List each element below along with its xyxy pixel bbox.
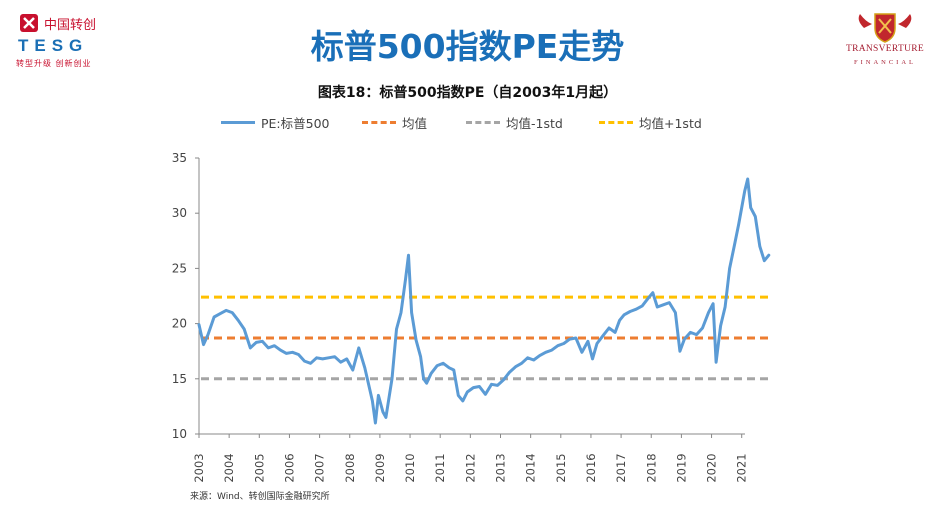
legend-swatch-minus: [466, 120, 500, 124]
logo-transverture: TRANSVERTURE FINANCIAL: [842, 10, 928, 72]
x-tick-label: 2008: [343, 453, 357, 482]
legend-swatch-plus: [599, 120, 633, 124]
x-tick-label: 2011: [433, 453, 447, 482]
tesg-emblem-icon: [20, 14, 38, 32]
legend-item-plus: 均值+1std: [599, 111, 702, 133]
logo-right-sub: FINANCIAL: [853, 59, 917, 66]
logo-left-en: TESG: [18, 36, 89, 55]
pe-series-line: [197, 177, 771, 425]
y-tick-label: 10: [172, 427, 187, 441]
legend-label-minus: 均值-1std: [506, 115, 563, 131]
x-tick-label: 2004: [222, 453, 236, 482]
x-tick-label: 2020: [705, 453, 719, 482]
x-tick-label: 2018: [644, 453, 658, 482]
legend-label-plus: 均值+1std: [639, 115, 702, 131]
legend-label-mean: 均值: [402, 115, 428, 131]
chart-legend: PE:标普500 均值 均值-1std 均值+1std: [0, 111, 935, 133]
y-tick-label: 15: [172, 372, 187, 386]
y-tick-label: 30: [172, 206, 187, 220]
legend-swatch-mean: [362, 120, 396, 124]
x-tick-label: 2013: [494, 453, 508, 482]
legend-swatch-pe: [221, 120, 255, 124]
x-tick-label: 2016: [584, 453, 598, 482]
page-title: 标普500指数PE走势: [310, 27, 625, 66]
source-note: 来源：Wind、转创国际金融研究所: [190, 492, 330, 502]
y-tick-label: 35: [172, 151, 187, 165]
y-tick-label: 20: [172, 317, 187, 331]
x-tick-label: 2005: [252, 453, 266, 482]
logo-right-name: TRANSVERTURE: [846, 44, 924, 54]
x-tick-label: 2017: [614, 453, 628, 482]
x-tick-label: 2009: [373, 453, 387, 482]
chart-title: 图表18：标普500指数PE（自2003年1月起）: [317, 85, 618, 101]
x-tick-label: 2003: [192, 453, 206, 482]
x-tick-label: 2012: [463, 453, 477, 482]
legend-label-pe: PE:标普500: [261, 115, 330, 131]
transverture-crest-icon: [858, 13, 912, 43]
x-tick-label: 2010: [403, 453, 417, 482]
x-tick-label: 2014: [524, 453, 538, 482]
logo-left-tagline: 转型升级 创新创业: [16, 59, 92, 68]
logo-tesg: 中国转创 TESG 转型升级 创新创业: [10, 10, 120, 70]
x-tick-label: 2015: [554, 453, 568, 482]
x-tick-label: 2006: [282, 453, 296, 482]
legend-item-minus: 均值-1std: [466, 111, 563, 133]
x-tick-label: 2007: [313, 453, 327, 482]
x-tick-label: 2021: [735, 453, 749, 482]
x-tick-label: 2019: [674, 453, 688, 482]
legend-item-mean: 均值: [362, 111, 427, 133]
legend-item-pe: PE:标普500: [221, 111, 330, 133]
logo-left-cn: 中国转创: [44, 18, 97, 33]
y-tick-label: 25: [172, 261, 187, 275]
